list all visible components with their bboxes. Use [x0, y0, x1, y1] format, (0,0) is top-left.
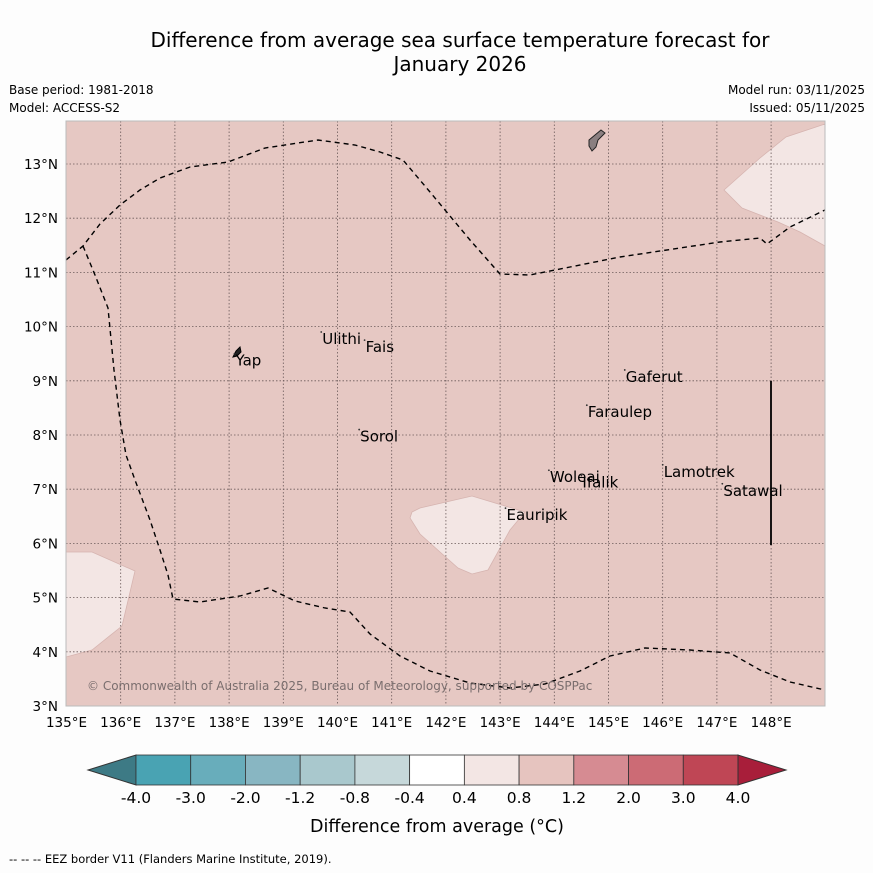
- island-marker: [504, 507, 507, 510]
- guam-island: [588, 129, 606, 152]
- longitude-tick: 145°E: [588, 715, 629, 731]
- meta-left: Base period: 1981-2018 Model: ACCESS-S2: [9, 81, 154, 117]
- latitude-tick: 5°N: [33, 591, 58, 607]
- model-run: Model run: 03/11/2025: [727, 83, 865, 97]
- chart-title: Difference from average sea surface temp…: [60, 28, 860, 76]
- latitude-tick: 9°N: [33, 374, 58, 390]
- colorbar-segment: [573, 754, 629, 786]
- longitude-tick: 137°E: [154, 715, 195, 731]
- longitude-tick: 138°E: [209, 715, 250, 731]
- island-label: Woleai: [550, 468, 600, 486]
- island-label: Ulithi: [322, 330, 361, 348]
- island-label: Eauripik: [507, 506, 568, 524]
- latitude-tick: 11°N: [24, 265, 58, 281]
- anomaly-region-sw: [66, 551, 136, 658]
- latitude-tick: 6°N: [33, 536, 58, 552]
- colorbar-segment: [190, 754, 246, 786]
- colorbar: -4.0 -3.0 -2.0 -1.2 -0.8 -0.4 0.4 0.8 1.2 2.0 3.0 4…: [86, 754, 788, 807]
- colorbar-tick: 1.2: [561, 789, 586, 807]
- issued-date: Issued: 05/11/2025: [749, 101, 865, 115]
- latitude-tick: 12°N: [24, 211, 58, 227]
- longitude-tick: 136°E: [100, 715, 141, 731]
- latitude-tick-labels: 3°N 4°N 5°N 6°N 7°N 8°N 9°N 10°N 11°N 12°N 13°N: [24, 157, 58, 715]
- colorbar-segment: [354, 754, 411, 786]
- meta-right: Model run: 03/11/2025 Issued: 05/11/2025: [728, 81, 865, 117]
- colorbar-segment: [245, 754, 301, 786]
- colorbar-tick: -4.0: [121, 789, 151, 807]
- colorbar-segment: [299, 754, 356, 786]
- island-label: Satawal: [723, 482, 782, 500]
- longitude-tick: 139°E: [263, 715, 304, 731]
- title-line-1: Difference from average sea surface temp…: [150, 28, 770, 52]
- colorbar-tick: -0.8: [340, 789, 370, 807]
- latitude-tick: 8°N: [33, 428, 58, 444]
- longitude-tick: 140°E: [317, 715, 358, 731]
- yap-island: [232, 345, 242, 358]
- island-marker: [585, 404, 588, 407]
- longitude-tick: 142°E: [425, 715, 466, 731]
- island-marker: [320, 331, 323, 333]
- colorbar-tick: 4.0: [726, 789, 751, 807]
- colorbar-tick: -0.4: [395, 789, 425, 807]
- latitude-tick: 10°N: [24, 320, 58, 336]
- colorbar-segment: [409, 754, 465, 786]
- island-marker: [623, 369, 626, 371]
- colorbar-segment: [135, 754, 192, 786]
- longitude-tick: 147°E: [696, 715, 737, 731]
- island-label: Sorol: [360, 428, 398, 446]
- anomaly-region-ne: [723, 123, 825, 247]
- colorbar-tick: -2.0: [230, 789, 260, 807]
- island-marker: [233, 352, 236, 355]
- island-label: Faraulep: [588, 403, 652, 421]
- island-label: Lamotrek: [664, 463, 735, 481]
- island-marker: [363, 339, 366, 342]
- longitude-tick: 146°E: [642, 715, 683, 731]
- eez-footnote: -- -- -- EEZ border V11 (Flanders Marine…: [9, 852, 332, 866]
- latitude-tick: 7°N: [33, 482, 58, 498]
- colorbar-segment: [518, 754, 575, 786]
- island-label: Fais: [366, 338, 395, 356]
- eez-border-line: [66, 139, 825, 691]
- latitude-tick: 13°N: [24, 157, 58, 173]
- colorbar-label: Difference from average (°C): [310, 817, 564, 837]
- model-name: Model: ACCESS-S2: [9, 101, 121, 115]
- longitude-tick-labels: 135°E 136°E 137°E 138°E 139°E 140°E 141°E 142°E…: [46, 715, 792, 731]
- colorbar-extend-high: [737, 754, 788, 786]
- island-marker: [580, 474, 583, 477]
- base-period: Base period: 1981-2018: [9, 83, 154, 97]
- island-marker: [661, 463, 664, 466]
- colorbar-tick: 0.8: [507, 789, 532, 807]
- colorbar-segment: [463, 754, 520, 786]
- title-line-2: January 2026: [393, 52, 527, 76]
- graticule: [66, 121, 825, 706]
- colorbar-tick: -1.2: [285, 789, 315, 807]
- colorbar-tick: -3.0: [176, 789, 206, 807]
- longitude-tick: 143°E: [480, 715, 521, 731]
- map-frame: [65, 120, 826, 707]
- island-marker: [547, 469, 550, 472]
- anomaly-region-central: [409, 495, 526, 575]
- copyright-notice: © Commonwealth of Australia 2025, Bureau…: [87, 679, 592, 693]
- island-marker: [358, 428, 361, 431]
- island-label: Ifalik: [582, 474, 618, 492]
- colorbar-tick: 0.4: [452, 789, 477, 807]
- latitude-tick: 3°N: [33, 699, 58, 715]
- island-marker: [721, 482, 724, 485]
- longitude-tick: 148°E: [751, 715, 792, 731]
- colorbar-segment: [628, 754, 684, 786]
- island-labels: Yap Ulithi Fais Sorol Gaferut Faraulep Lamotre…: [233, 330, 783, 524]
- longitude-tick: 141°E: [371, 715, 412, 731]
- colorbar-tick: 3.0: [671, 789, 696, 807]
- colorbar-extend-low: [86, 754, 137, 786]
- island-label: Gaferut: [626, 368, 683, 386]
- colorbar-tick: 2.0: [616, 789, 641, 807]
- colorbar-segment: [682, 754, 739, 786]
- longitude-tick: 135°E: [46, 715, 87, 731]
- longitude-tick: 144°E: [534, 715, 575, 731]
- latitude-tick: 4°N: [33, 645, 58, 661]
- island-label: Yap: [235, 352, 262, 370]
